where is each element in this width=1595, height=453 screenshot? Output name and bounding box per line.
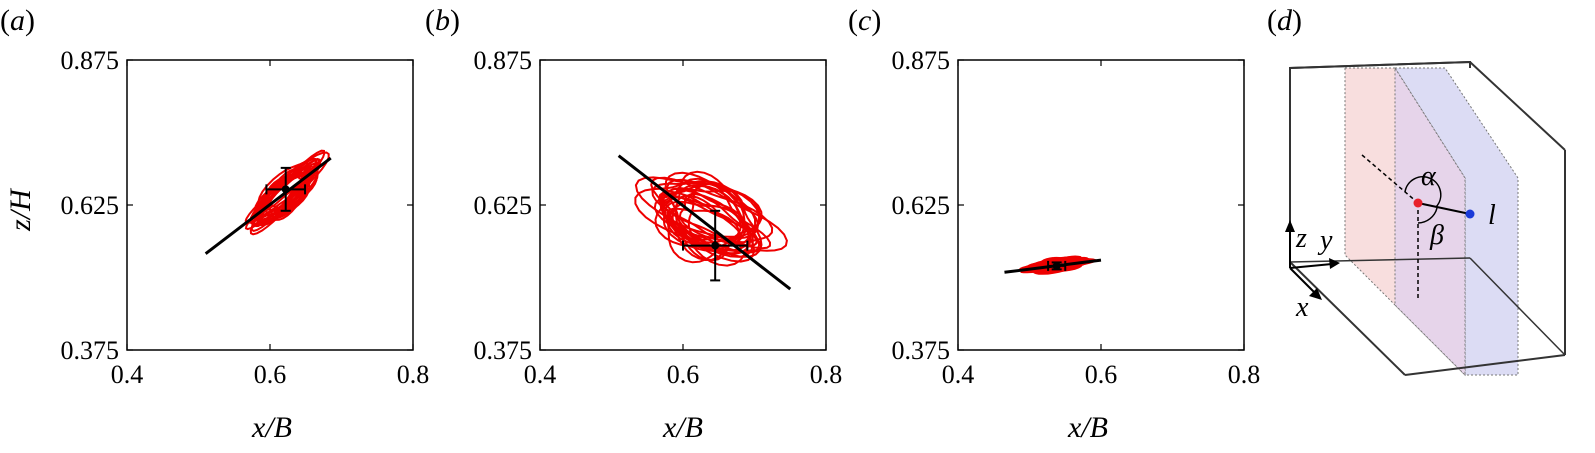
x-tick-label: 0.6: [254, 360, 287, 389]
y-tick-label: 0.375: [892, 336, 951, 365]
x-axis-label-b: x/B: [662, 411, 703, 444]
axis-x-label: x: [1295, 292, 1309, 323]
y-axis-label: z/H: [4, 187, 37, 232]
x-tick-label: 0.8: [397, 360, 430, 389]
box-mid-right-edge: [1469, 257, 1566, 356]
axis-y-arrowhead: [1329, 258, 1340, 269]
y-tick-label: 0.375: [61, 336, 120, 365]
alpha-arc: [1404, 176, 1442, 208]
fit-line: [617, 154, 792, 291]
x-tick-label: 0.8: [810, 360, 843, 389]
l-label: l: [1488, 200, 1496, 231]
axis-z-label: z: [1295, 223, 1307, 254]
panel-a-plot: 0.4 0.6 0.8 0.375 0.625 0.875: [61, 46, 430, 389]
schematic-diagram: α β l z y x: [1285, 60, 1566, 377]
mean-point: [1052, 261, 1061, 270]
fit-line: [204, 156, 332, 255]
y-tick-label: 0.625: [892, 191, 951, 220]
trajectory-loop: [264, 166, 314, 215]
trajectory-loop: [634, 180, 756, 263]
x-tick-label: 0.6: [1085, 360, 1118, 389]
red-point: [1413, 198, 1423, 208]
trajectory-loop: [266, 165, 316, 213]
panel-label-d: (d): [1267, 4, 1302, 37]
y-tick-label: 0.875: [61, 46, 120, 75]
axis-x-arrow: [1289, 267, 1317, 295]
line-to-l: [1417, 202, 1471, 215]
y-tick-label: 0.625: [61, 191, 120, 220]
plane-overlap: [1394, 66, 1466, 377]
x-axis-label-a: x/B: [251, 411, 292, 444]
alpha-label: α: [1421, 161, 1437, 192]
y-tick-label: 0.625: [474, 191, 533, 220]
box-mid-edge: [1289, 257, 1471, 263]
axis-y-arrow: [1289, 263, 1333, 269]
trajectory-loop: [654, 177, 751, 256]
x-tick-label: 0.4: [942, 360, 975, 389]
y-tick-label: 0.875: [474, 46, 533, 75]
x-tick-label: 0.6: [667, 360, 700, 389]
trajectory-loop: [671, 170, 757, 241]
x-tick-label: 0.4: [111, 360, 144, 389]
axes-frame: [957, 59, 1245, 351]
y-tick-label: 0.875: [892, 46, 951, 75]
panel-label-b: (b): [425, 4, 460, 37]
axis-z-arrowhead: [1285, 220, 1295, 232]
panel-label-c: (c): [848, 4, 881, 37]
axis-x-arrowhead: [1309, 288, 1322, 300]
mean-point: [711, 241, 720, 250]
x-tick-label: 0.4: [524, 360, 557, 389]
box-top-edge: [1289, 61, 1471, 69]
panel-c-plot: 0.4 0.6 0.8 0.375 0.625 0.875: [892, 46, 1261, 389]
blue-point: [1465, 209, 1475, 219]
y-tick-label: 0.375: [474, 336, 533, 365]
panel-label-a: (a): [0, 4, 35, 37]
x-tick-label: 0.8: [1228, 360, 1261, 389]
beta-arc: [1417, 207, 1438, 224]
beta-label: β: [1429, 220, 1444, 251]
x-axis-label-c: x/B: [1067, 411, 1108, 444]
dashed-ref-upper: [1361, 154, 1419, 204]
mean-point: [281, 185, 290, 194]
box-top-right-edge: [1469, 61, 1566, 151]
panel-b-plot: 0.4 0.6 0.8 0.375 0.625 0.875: [474, 46, 843, 389]
axis-y-label: y: [1317, 225, 1333, 256]
box-bottom-edge: [1289, 261, 1406, 376]
box-bottom-front-edge: [1404, 354, 1566, 376]
